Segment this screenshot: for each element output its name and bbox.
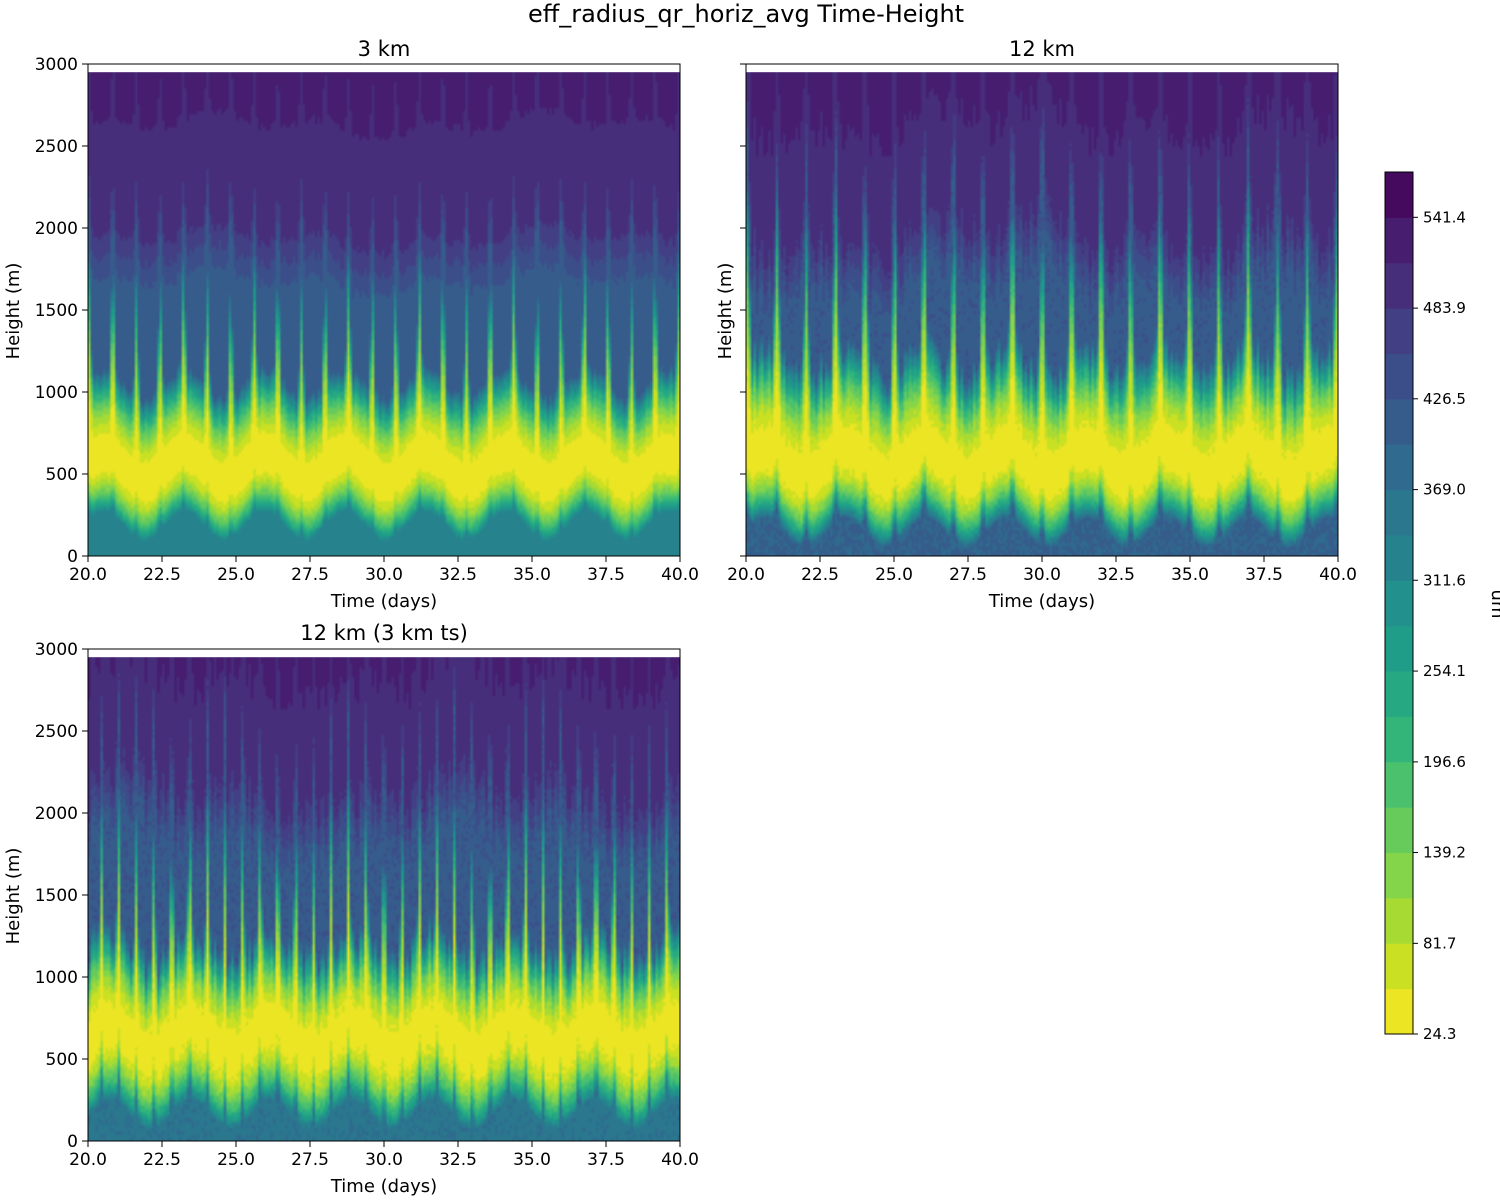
y-axis-label: Height (m) xyxy=(3,263,24,360)
colorbar: 541.4 483.9 426.5 369.0 311.6 254.1 196.6 139.2… xyxy=(1384,171,1466,1043)
x-tick-label: 20.0 xyxy=(69,565,107,585)
panel-12km: 12 km 20.0 22.5 25.0 27.5 30.0 32.5 35.0 37.5 40… xyxy=(715,37,1357,612)
x-tick-label: 30.0 xyxy=(1023,565,1061,585)
colorbar-tick-label: 254.1 xyxy=(1423,662,1466,680)
x-tick-label: 35.0 xyxy=(1171,565,1209,585)
y-tick-label: 2500 xyxy=(35,137,78,157)
x-tick-label: 25.0 xyxy=(217,1150,255,1170)
x-axis-label: Time (days) xyxy=(988,591,1095,612)
x-tick-label: 40.0 xyxy=(1319,565,1357,585)
x-tick-label: 30.0 xyxy=(365,1150,403,1170)
colorbar-level xyxy=(1385,262,1413,309)
x-tick-label: 40.0 xyxy=(661,565,699,585)
x-tick-label: 32.5 xyxy=(439,565,477,585)
x-tick-label: 37.5 xyxy=(587,1150,625,1170)
x-tick-label: 20.0 xyxy=(69,1150,107,1170)
panel-title: 12 km (3 km ts) xyxy=(300,621,468,645)
colorbar-tick-label: 24.3 xyxy=(1423,1025,1456,1043)
colorbar-level xyxy=(1385,534,1413,581)
x-tick-label: 27.5 xyxy=(949,565,987,585)
x-tick-label: 22.5 xyxy=(143,565,181,585)
colorbar-level xyxy=(1385,398,1413,445)
x-tick-label: 27.5 xyxy=(291,1150,329,1170)
x-tick-label: 40.0 xyxy=(661,1150,699,1170)
colorbar-tick-label: 426.5 xyxy=(1423,390,1466,408)
colorbar-label: um xyxy=(1487,590,1500,619)
panel-plot-area: 20.0 22.5 25.0 27.5 30.0 32.5 35.0 37.5 40.0 0 500… xyxy=(35,55,699,585)
x-tick-label: 35.0 xyxy=(513,565,551,585)
panel-title: 3 km xyxy=(358,37,411,61)
colorbar-tick-label: 196.6 xyxy=(1423,753,1466,771)
colorbar-level xyxy=(1385,716,1413,763)
colorbar-level xyxy=(1385,217,1413,264)
colorbar-level xyxy=(1385,852,1413,899)
x-tick-label: 35.0 xyxy=(513,1150,551,1170)
colorbar-level xyxy=(1385,897,1413,944)
panel-plot-area: 20.0 22.5 25.0 27.5 30.0 32.5 35.0 37.5 40.0 0 500… xyxy=(35,640,699,1170)
x-tick-label: 22.5 xyxy=(801,565,839,585)
y-tick-label: 2000 xyxy=(35,804,78,824)
colorbar-level xyxy=(1385,172,1413,218)
colorbar-tick-label: 311.6 xyxy=(1423,571,1466,589)
y-tick-label: 1000 xyxy=(35,383,78,403)
y-tick-label: 3000 xyxy=(35,640,78,660)
x-axis-label: Time (days) xyxy=(330,1176,437,1197)
colorbar-frame xyxy=(1384,171,1414,1035)
colorbar-level xyxy=(1385,353,1413,400)
x-tick-label: 22.5 xyxy=(143,1150,181,1170)
y-axis-label: Height (m) xyxy=(715,263,736,360)
figure-suptitle: eff_radius_qr_horiz_avg Time-Height xyxy=(528,0,964,28)
colorbar-level xyxy=(1385,625,1413,672)
panel-title: 12 km xyxy=(1009,37,1075,61)
colorbar-level xyxy=(1385,580,1413,627)
colorbar-level xyxy=(1385,308,1413,354)
colorbar-tick-label: 369.0 xyxy=(1423,481,1466,499)
x-tick-label: 25.0 xyxy=(217,565,255,585)
colorbar-level xyxy=(1385,761,1413,808)
colorbar-level xyxy=(1385,988,1413,1035)
x-tick-label: 37.5 xyxy=(587,565,625,585)
panel-3km: 3 km 20.0 22.5 25.0 27.5 30.0 32.5 35.0 37.5 40.… xyxy=(3,37,699,612)
y-tick-label: 500 xyxy=(46,1050,78,1070)
y-tick-label: 1500 xyxy=(35,886,78,906)
y-tick-label: 1500 xyxy=(35,301,78,321)
y-tick-label: 2500 xyxy=(35,722,78,742)
x-tick-label: 30.0 xyxy=(365,565,403,585)
heatmap-field xyxy=(88,657,680,1141)
colorbar-tick-label: 483.9 xyxy=(1423,299,1466,317)
x-axis-label: Time (days) xyxy=(330,591,437,612)
y-tick-label: 0 xyxy=(67,547,78,567)
y-tick-label: 0 xyxy=(67,1132,78,1152)
colorbar-tick-label: 81.7 xyxy=(1423,934,1456,952)
y-axis-label: Height (m) xyxy=(3,848,24,945)
colorbar-tick-label: 541.4 xyxy=(1423,208,1466,226)
x-tick-label: 27.5 xyxy=(291,565,329,585)
colorbar-level xyxy=(1385,489,1413,536)
x-tick-label: 20.0 xyxy=(727,565,765,585)
y-tick-label: 3000 xyxy=(35,55,78,75)
heatmap-field xyxy=(88,72,680,556)
heatmap-field xyxy=(746,72,1338,556)
colorbar-level xyxy=(1385,807,1413,854)
x-tick-label: 37.5 xyxy=(1245,565,1283,585)
y-tick-label: 1000 xyxy=(35,968,78,988)
colorbar-tick-label: 139.2 xyxy=(1423,844,1466,862)
x-tick-label: 25.0 xyxy=(875,565,913,585)
y-tick-label: 500 xyxy=(46,465,78,485)
y-tick-label: 2000 xyxy=(35,219,78,239)
colorbar-level xyxy=(1385,444,1413,491)
colorbar-level xyxy=(1385,943,1413,990)
x-tick-label: 32.5 xyxy=(1097,565,1135,585)
x-tick-label: 32.5 xyxy=(439,1150,477,1170)
colorbar-level xyxy=(1385,671,1413,717)
panel-plot-area: 20.0 22.5 25.0 27.5 30.0 32.5 35.0 37.5 40.0 xyxy=(727,63,1357,585)
panel-12km-3km-ts: 12 km (3 km ts) 20.0 22.5 25.0 27.5 30.0 32.5… xyxy=(3,621,699,1197)
